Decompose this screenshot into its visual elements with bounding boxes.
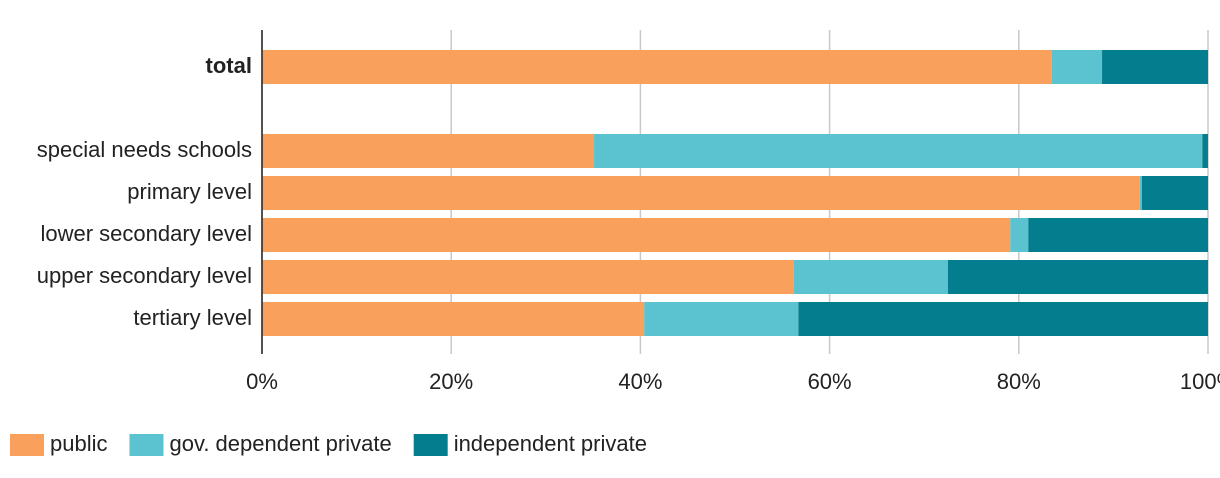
legend-label: public	[50, 431, 107, 456]
bar-segment	[947, 260, 1208, 294]
legend-swatch	[413, 434, 448, 456]
legend-label: independent private	[454, 431, 647, 456]
bar-segment	[1028, 218, 1208, 252]
y-tick-label: lower secondary level	[40, 221, 252, 246]
bar-segment	[262, 176, 1140, 210]
bar-segment	[262, 260, 794, 294]
y-tick-label: primary level	[127, 179, 252, 204]
y-tick-label: tertiary level	[133, 305, 252, 330]
x-tick-label: 20%	[429, 369, 473, 394]
bar-segment	[262, 302, 645, 336]
bar-segment	[1051, 50, 1103, 84]
y-tick-label: upper secondary level	[37, 263, 252, 288]
bar-segment	[793, 260, 948, 294]
legend-swatch	[10, 434, 44, 456]
legend-label: gov. dependent private	[169, 431, 391, 456]
legend-swatch	[129, 434, 164, 456]
bar-segment	[1202, 134, 1208, 168]
y-tick-label: special needs schools	[37, 137, 252, 162]
bar-segment	[1141, 176, 1208, 210]
x-tick-label: 60%	[808, 369, 852, 394]
x-tick-label: 40%	[618, 369, 662, 394]
bar-segment	[644, 302, 799, 336]
y-tick-label: total	[206, 53, 252, 78]
bar-segment	[1010, 218, 1029, 252]
bar-segment	[262, 218, 1011, 252]
bar-segment	[594, 134, 1203, 168]
bar-segment	[1139, 176, 1142, 210]
bar-segment	[262, 134, 595, 168]
bar-segment	[262, 50, 1052, 84]
bar-segment	[1102, 50, 1208, 84]
x-tick-label: 80%	[997, 369, 1041, 394]
x-tick-label: 100%	[1180, 369, 1220, 394]
bar-segment	[798, 302, 1208, 336]
x-tick-label: 0%	[246, 369, 278, 394]
